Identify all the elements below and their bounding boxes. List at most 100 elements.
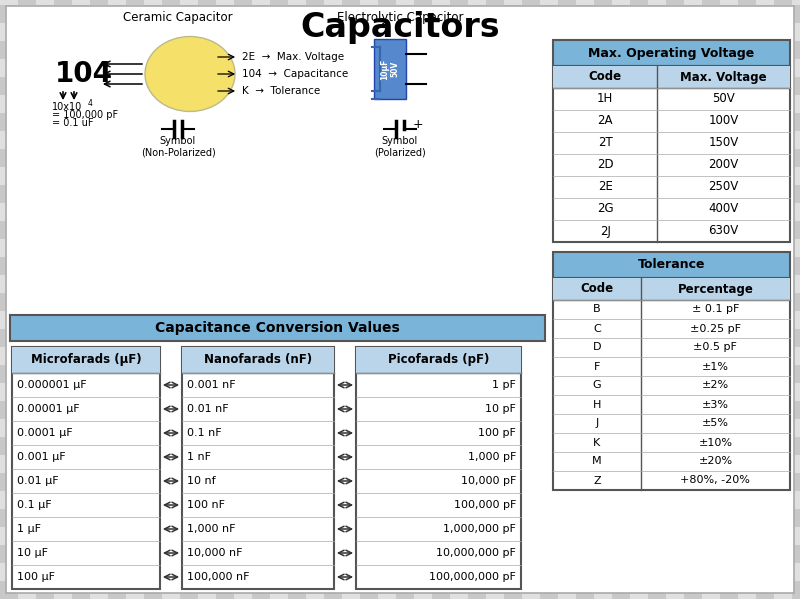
Bar xyxy=(594,149,612,167)
Bar xyxy=(252,149,270,167)
Bar xyxy=(504,41,522,59)
Bar xyxy=(72,437,90,455)
Bar xyxy=(306,401,324,419)
Bar xyxy=(738,131,756,149)
Bar xyxy=(594,113,612,131)
Bar xyxy=(252,491,270,509)
Bar xyxy=(234,419,252,437)
Bar xyxy=(792,545,800,563)
Bar xyxy=(108,131,126,149)
Text: 10 pF: 10 pF xyxy=(485,404,516,414)
Bar xyxy=(414,0,432,5)
Bar xyxy=(720,239,738,257)
Bar xyxy=(612,59,630,77)
Bar xyxy=(522,491,540,509)
Bar xyxy=(288,365,306,383)
Bar xyxy=(54,113,72,131)
Bar xyxy=(450,257,468,275)
Bar xyxy=(558,59,576,77)
Bar xyxy=(396,293,414,311)
Bar xyxy=(360,491,378,509)
Bar xyxy=(36,383,54,401)
Bar xyxy=(18,509,36,527)
Bar xyxy=(198,401,216,419)
Bar xyxy=(306,293,324,311)
Bar xyxy=(450,311,468,329)
Bar xyxy=(486,545,504,563)
Bar xyxy=(180,509,198,527)
Bar xyxy=(72,455,90,473)
Bar xyxy=(553,252,790,278)
Bar xyxy=(324,41,342,59)
Bar xyxy=(306,5,324,23)
Bar xyxy=(198,95,216,113)
Bar xyxy=(216,293,234,311)
Bar xyxy=(522,5,540,23)
Text: 104: 104 xyxy=(55,60,113,88)
Bar xyxy=(756,383,774,401)
Bar xyxy=(666,509,684,527)
Bar xyxy=(648,41,666,59)
Bar xyxy=(558,293,576,311)
Bar xyxy=(252,347,270,365)
Bar xyxy=(720,383,738,401)
Bar xyxy=(324,239,342,257)
Bar xyxy=(702,59,720,77)
Bar xyxy=(108,221,126,239)
Bar xyxy=(270,473,288,491)
Bar xyxy=(270,563,288,581)
Bar xyxy=(54,275,72,293)
Bar xyxy=(486,347,504,365)
Bar xyxy=(18,473,36,491)
Bar xyxy=(54,437,72,455)
Bar xyxy=(306,365,324,383)
Bar xyxy=(270,401,288,419)
Bar xyxy=(540,491,558,509)
Bar xyxy=(468,527,486,545)
Bar xyxy=(180,59,198,77)
Bar xyxy=(234,563,252,581)
Bar xyxy=(648,527,666,545)
Bar xyxy=(72,329,90,347)
Bar xyxy=(540,167,558,185)
Bar xyxy=(738,437,756,455)
Bar xyxy=(612,311,630,329)
Bar xyxy=(162,257,180,275)
Text: 2T: 2T xyxy=(598,137,613,150)
Bar xyxy=(774,527,792,545)
Bar xyxy=(180,185,198,203)
Bar xyxy=(553,278,790,300)
Bar xyxy=(432,95,450,113)
Bar xyxy=(486,275,504,293)
Bar xyxy=(54,203,72,221)
Bar xyxy=(432,365,450,383)
Bar xyxy=(486,41,504,59)
Bar xyxy=(12,347,160,589)
Bar xyxy=(666,23,684,41)
Bar xyxy=(18,77,36,95)
Bar xyxy=(486,185,504,203)
Bar xyxy=(702,329,720,347)
Bar xyxy=(288,293,306,311)
Bar xyxy=(270,167,288,185)
Bar xyxy=(738,329,756,347)
Bar xyxy=(72,581,90,599)
Bar xyxy=(540,347,558,365)
Bar xyxy=(0,383,18,401)
Bar xyxy=(108,113,126,131)
Bar xyxy=(576,545,594,563)
Bar xyxy=(108,167,126,185)
Bar xyxy=(792,239,800,257)
Bar xyxy=(378,401,396,419)
Bar xyxy=(252,5,270,23)
Bar xyxy=(558,221,576,239)
Bar xyxy=(108,23,126,41)
Bar xyxy=(630,563,648,581)
Bar xyxy=(666,491,684,509)
Bar xyxy=(378,329,396,347)
Bar xyxy=(378,5,396,23)
Bar xyxy=(396,509,414,527)
Bar xyxy=(684,59,702,77)
Bar xyxy=(288,509,306,527)
Bar xyxy=(198,509,216,527)
